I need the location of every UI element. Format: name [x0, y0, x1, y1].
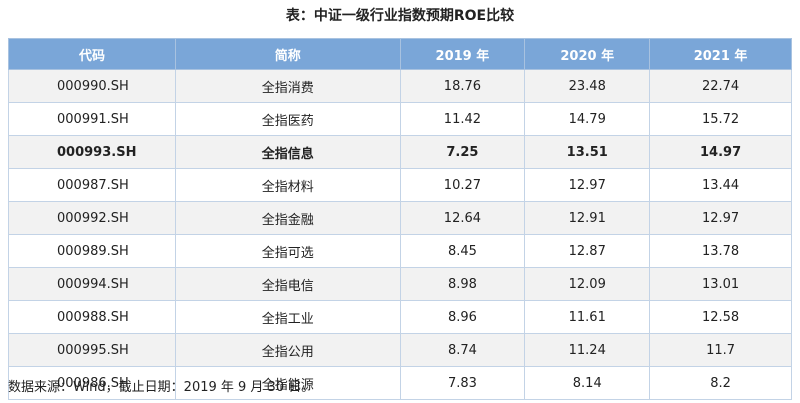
- table-cell: 全指医药: [174, 102, 401, 136]
- table-row: 000994.SH 全指电信 8.98 12.09 13.01: [8, 267, 792, 301]
- table-cell: 全指工业: [174, 300, 401, 334]
- code-cell: 000989.SH: [8, 234, 176, 268]
- title: 表：中证一级行业指数预期ROE比较: [285, 8, 515, 24]
- table-cell: 12.87: [524, 234, 651, 268]
- table-cell: 8.45: [399, 234, 526, 268]
- table-cell: 14.97: [649, 135, 792, 169]
- table-cell: 13.44: [649, 168, 792, 202]
- table-row: 000989.SH 全指可选 8.45 12.87 13.78: [8, 234, 792, 268]
- header-cell: 2021 年: [649, 38, 792, 70]
- roe-table: 代码 简称 2019 年 2020 年 2021 年 000990.SH 全指消费 18.7…: [8, 38, 792, 400]
- table-cell: 7.25: [399, 135, 526, 169]
- table-row: 000992.SH 全指金融 12.64 12.91 12.97: [8, 201, 792, 235]
- table-cell: 全指信息: [174, 135, 401, 169]
- table-cell: 全指能源: [174, 366, 401, 400]
- table-row: 000993.SH 全指信息 7.25 13.51 14.97: [8, 135, 792, 169]
- table-cell: 全指公用: [174, 333, 401, 367]
- table-cell: 7.83: [399, 366, 526, 400]
- table-cell: 12.91: [524, 201, 651, 235]
- table-cell: 11.24: [524, 333, 651, 367]
- table-row: 000995.SH 全指公用 8.74 11.24 11.7: [8, 333, 792, 367]
- code-cell: 000991.SH: [8, 102, 176, 136]
- table-row: 000986.SH 全指能源 7.83 8.14 8.2: [8, 366, 792, 400]
- table-row: 000987.SH 全指材料 10.27 12.97 13.44: [8, 168, 792, 202]
- table-cell: 12.97: [649, 201, 792, 235]
- table-cell: 8.98: [399, 267, 526, 301]
- table-cell: 全指金融: [174, 201, 401, 235]
- code-cell: 000992.SH: [8, 201, 176, 235]
- table-cell: 全指可选: [174, 234, 401, 268]
- table-cell: 11.61: [524, 300, 651, 334]
- table-cell: 全指电信: [174, 267, 401, 301]
- table-cell: 13.78: [649, 234, 792, 268]
- table-cell: 22.74: [649, 69, 792, 103]
- table-cell: 11.42: [399, 102, 526, 136]
- table-cell: 全指材料: [174, 168, 401, 202]
- table-body: 000990.SH 全指消费 18.76 23.48 22.74 000991.SH 全指医…: [8, 69, 792, 400]
- table-cell: 18.76: [399, 69, 526, 103]
- table-cell: 8.74: [399, 333, 526, 367]
- table-cell: 12.58: [649, 300, 792, 334]
- table-cell: 全指消费: [174, 69, 401, 103]
- code-cell: 000994.SH: [8, 267, 176, 301]
- header-cell: 简称: [174, 38, 401, 70]
- code-cell: 000987.SH: [8, 168, 176, 202]
- table-cell: 12.97: [524, 168, 651, 202]
- header-row: 代码 简称 2019 年 2020 年 2021 年: [8, 38, 792, 70]
- table-cell: 8.2: [649, 366, 792, 400]
- code-cell: 000990.SH: [8, 69, 176, 103]
- table-cell: 8.96: [399, 300, 526, 334]
- footnote: 数据来源：Wind，截止日期：2019 年 9 月 30 日。: [8, 380, 315, 395]
- table-cell: 12.64: [399, 201, 526, 235]
- table-cell: 10.27: [399, 168, 526, 202]
- code-cell: 000995.SH: [8, 333, 176, 367]
- header-cell: 代码: [8, 38, 176, 70]
- table-row: 000988.SH 全指工业 8.96 11.61 12.58: [8, 300, 792, 334]
- header-cell: 2019 年: [399, 38, 526, 70]
- table-cell: 23.48: [524, 69, 651, 103]
- table-cell: 11.7: [649, 333, 792, 367]
- table-row: 000990.SH 全指消费 18.76 23.48 22.74: [8, 69, 792, 103]
- code-cell: 000993.SH: [8, 135, 176, 169]
- table-row: 000991.SH 全指医药 11.42 14.79 15.72: [8, 102, 792, 136]
- table-cell: 15.72: [649, 102, 792, 136]
- code-cell: 000986.SH: [8, 366, 176, 400]
- code-cell: 000988.SH: [8, 300, 176, 334]
- header-cell: 2020 年: [524, 38, 651, 70]
- table-cell: 13.51: [524, 135, 651, 169]
- table-cell: 12.09: [524, 267, 651, 301]
- table-cell: 13.01: [649, 267, 792, 301]
- table-cell: 14.79: [524, 102, 651, 136]
- table-cell: 8.14: [524, 366, 651, 400]
